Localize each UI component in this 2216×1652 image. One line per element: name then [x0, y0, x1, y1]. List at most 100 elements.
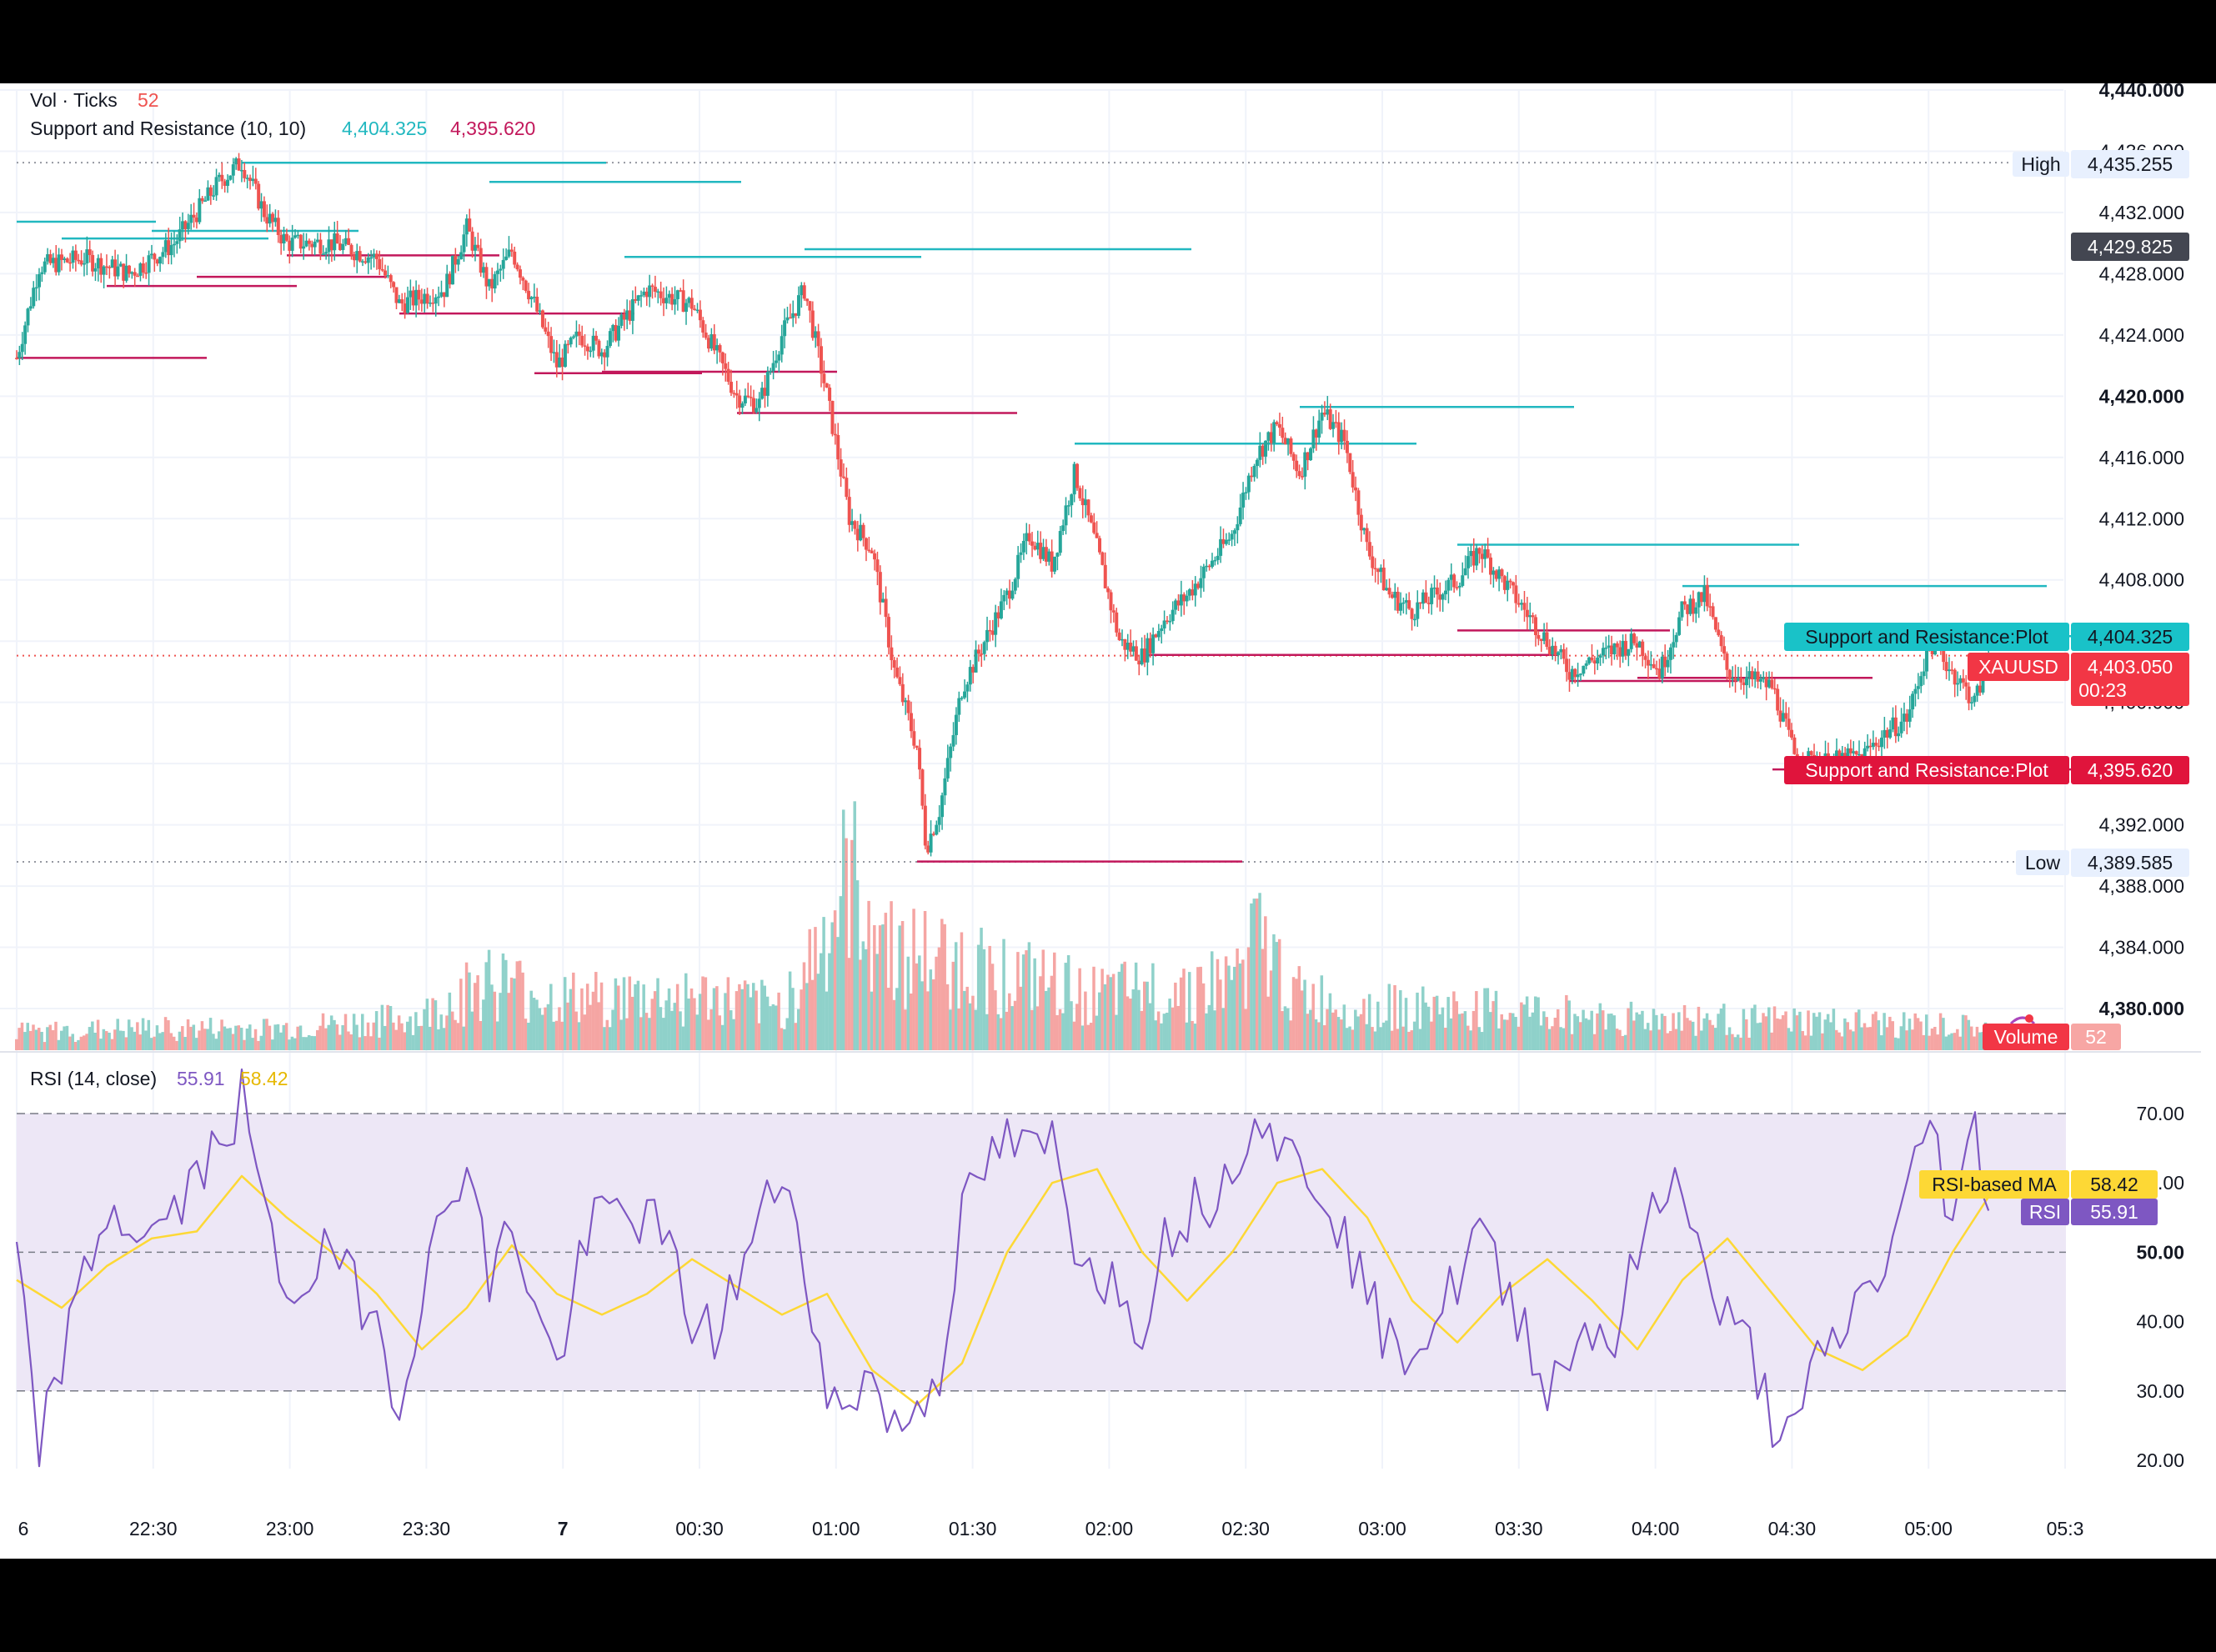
candle-body: [1511, 582, 1515, 586]
volume-bar: [298, 1025, 303, 1050]
volume-bar: [1694, 1035, 1697, 1050]
candle-body: [1745, 677, 1749, 686]
time-tick-label: 03:00: [1358, 1518, 1406, 1539]
volume-bar: [1537, 997, 1540, 1050]
resistance-plot-badge: [1784, 623, 2069, 651]
volume-bar: [1381, 1022, 1386, 1050]
candle-body: [900, 683, 905, 703]
candle-body: [1115, 612, 1119, 633]
candle-body: [1086, 499, 1090, 516]
volume-bar: [1506, 1019, 1509, 1050]
candle-body: [1739, 678, 1743, 683]
volume-bar: [1185, 1022, 1189, 1050]
candle-body: [1362, 528, 1366, 531]
candle-body: [839, 459, 843, 477]
candle-body: [448, 273, 452, 285]
volume-bar: [1837, 1032, 1841, 1050]
candle-body: [515, 264, 519, 270]
volume-bar: [1103, 984, 1107, 1050]
candle-body: [918, 748, 922, 770]
candle-body: [1179, 594, 1183, 606]
candle-body: [1623, 640, 1627, 656]
volume-bar: [161, 1032, 164, 1050]
vol-legend-value: 52: [138, 89, 159, 111]
candle-body: [794, 313, 798, 316]
candle-body: [957, 698, 961, 715]
volume-bar: [65, 1025, 69, 1050]
candle-body: [1008, 590, 1012, 599]
vol-legend-label[interactable]: Vol · Ticks: [30, 89, 118, 111]
candle-body: [619, 314, 624, 326]
volume-bar: [1922, 1034, 1926, 1050]
rsi-tick-label: 40.00: [2136, 1311, 2184, 1333]
volume-bar: [1407, 1031, 1411, 1050]
candle-body: [1236, 523, 1240, 531]
volume-bar: [1379, 1027, 1382, 1050]
volume-bar: [1632, 1020, 1636, 1050]
volume-bar: [1232, 966, 1236, 1050]
volume-bar: [1604, 1029, 1607, 1050]
time-axis[interactable]: 6 22:30 23:00 23:30 7 00:30 01:00 01:30 02:00 02:…: [18, 1518, 2084, 1539]
volume-bar: [515, 961, 519, 1050]
candle-body: [769, 371, 773, 373]
volume-bar: [248, 1024, 252, 1050]
candle-body: [499, 268, 503, 271]
volume-bar: [1401, 1026, 1405, 1050]
candle-body: [937, 817, 941, 825]
candle-body: [808, 301, 812, 311]
candle-body: [434, 297, 438, 304]
candle-body: [1230, 533, 1234, 540]
candle-body: [1019, 552, 1023, 555]
volume-bar: [898, 925, 901, 1050]
volume-bar: [1213, 1010, 1216, 1050]
candle-body: [751, 398, 755, 413]
candle-body: [1655, 668, 1659, 670]
candle-body: [124, 265, 128, 281]
candle-body: [1632, 633, 1637, 643]
candle-body: [1340, 429, 1344, 443]
candle-body: [870, 550, 874, 553]
alert-icon[interactable]: [2009, 1016, 2036, 1025]
candle-body: [321, 253, 325, 255]
volume-bar: [906, 956, 910, 1050]
candle-body: [1578, 673, 1582, 675]
volume-bar: [1246, 947, 1251, 1050]
candle-body: [906, 700, 910, 713]
volume-bar: [400, 1023, 404, 1050]
volume-bar: [1874, 1011, 1878, 1050]
volume-bar: [136, 1022, 139, 1050]
volume-bar: [392, 1022, 395, 1050]
candle-body: [861, 524, 865, 538]
sr-legend-label[interactable]: Support and Resistance (10, 10): [30, 118, 306, 139]
candle-body: [1255, 459, 1259, 466]
volume-bar: [253, 1029, 258, 1050]
volume-bar: [954, 942, 958, 1050]
volume-bar: [490, 984, 494, 1050]
candle-body: [1385, 588, 1389, 591]
candle-body: [1770, 679, 1774, 688]
candle-body: [26, 308, 30, 326]
candle-body: [521, 278, 525, 281]
candle-body: [875, 559, 880, 573]
candle-body: [234, 158, 238, 165]
volume-bar: [1815, 1016, 1818, 1050]
candle-body: [1393, 591, 1397, 598]
volume-bar: [1719, 1008, 1723, 1050]
candle-body: [1356, 490, 1361, 515]
volume-bar: [439, 1014, 443, 1050]
volume-bar: [118, 1030, 123, 1050]
volume-bar: [1637, 1014, 1642, 1050]
volume-bar: [878, 925, 882, 1050]
candle-body: [639, 295, 644, 297]
rsi-legend-label[interactable]: RSI (14, close): [30, 1068, 157, 1089]
candle-body: [1047, 551, 1051, 562]
candle-body: [1488, 557, 1492, 575]
volume-bar: [1193, 1024, 1197, 1050]
volume-bar: [208, 1018, 213, 1050]
volume-bar: [1134, 962, 1138, 1050]
volume-bar: [1781, 1015, 1785, 1050]
candle-body: [1922, 671, 1926, 677]
volume-bar: [113, 1029, 117, 1050]
